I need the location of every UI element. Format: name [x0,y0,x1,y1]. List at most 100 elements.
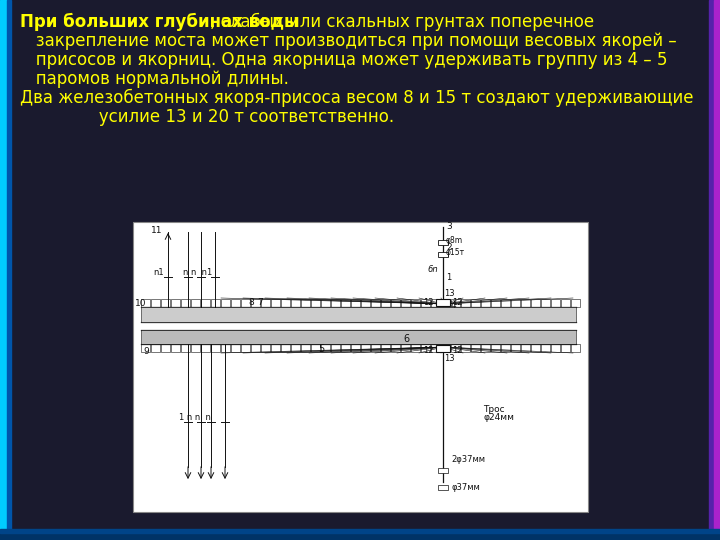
Bar [441,299,450,307]
Bar [381,344,390,352]
Bar [0,529,720,533]
Bar [311,299,320,307]
Text: закрепление моста может производиться при помощи весовых якорей –: закрепление моста может производиться пр… [20,32,677,50]
Bar [714,0,720,540]
Bar [201,299,210,307]
Text: присосов и якорниц. Одна якорница может удерживать группу из 4 – 5: присосов и якорниц. Одна якорница может … [20,51,667,69]
Bar [251,299,260,307]
Text: 6n: 6n [427,265,438,274]
Bar [141,330,576,344]
Bar [551,299,560,307]
Bar [0,0,7,540]
Bar [438,252,448,257]
Bar [521,299,530,307]
Bar [291,344,300,352]
Bar [481,299,490,307]
Bar [171,344,180,352]
Bar [561,299,570,307]
Text: 5: 5 [318,344,324,354]
Text: 10: 10 [135,299,146,308]
Text: 13: 13 [444,354,454,363]
Text: Трос: Трос [483,405,505,414]
Bar [541,344,550,352]
Text: 11: 11 [151,226,163,235]
Text: 12: 12 [423,346,433,355]
Text: 12: 12 [452,298,462,307]
Bar [371,344,380,352]
Bar [481,344,490,352]
Bar [451,299,460,307]
Bar [461,299,470,307]
Bar [441,344,450,352]
Text: 4: 4 [451,301,456,310]
Text: φ37мм: φ37мм [451,483,480,492]
Bar [7,0,11,540]
Text: усилие 13 и 20 т соответственно.: усилие 13 и 20 т соответственно. [20,108,394,126]
Bar [191,299,200,307]
Bar [401,344,410,352]
Text: 7: 7 [257,298,263,307]
Bar [411,299,420,307]
Bar [361,299,370,307]
Text: 2: 2 [446,243,451,252]
Bar [438,485,448,490]
Text: n1: n1 [153,268,163,277]
Text: 6: 6 [403,334,409,344]
Text: n n  n1: n n n1 [183,268,212,277]
Bar [211,344,220,352]
Bar [151,299,160,307]
Bar [571,299,580,307]
Bar [541,299,550,307]
Text: Два железобетонных якоря-присоса весом 8 и 15 т создают удерживающие: Два железобетонных якоря-присоса весом 8… [20,89,693,107]
Bar [351,344,360,352]
Bar [371,299,380,307]
Bar [438,468,448,473]
Bar [0,533,720,540]
Bar [171,299,180,307]
Bar [451,344,460,352]
Text: 2φ37мм: 2φ37мм [451,455,485,464]
Bar [511,344,520,352]
Bar [271,344,280,352]
Bar [501,344,510,352]
Text: φ24мм: φ24мм [483,413,514,422]
Bar [331,344,340,352]
Bar [151,344,160,352]
Bar [511,299,520,307]
Text: 8: 8 [248,298,253,307]
Text: 13: 13 [444,289,454,298]
Bar [561,344,570,352]
Bar [281,299,290,307]
Bar [191,344,200,352]
Bar [161,344,170,352]
Bar [501,299,510,307]
Bar [241,299,250,307]
Bar [431,344,440,352]
Bar [436,345,450,352]
Bar [231,299,240,307]
Bar [141,299,150,307]
Bar [351,299,360,307]
Bar [411,344,420,352]
Bar [231,344,240,352]
Bar [571,344,580,352]
Text: , слабых или скальных грунтах поперечное: , слабых или скальных грунтах поперечное [210,13,594,31]
Bar [551,344,560,352]
Bar [341,299,350,307]
Bar [381,299,390,307]
Bar [261,344,270,352]
Bar [321,299,330,307]
Bar [261,299,270,307]
Bar [221,299,230,307]
Bar [291,299,300,307]
Text: 9: 9 [143,347,149,356]
Bar [401,299,410,307]
Text: При больших глубинах воды: При больших глубинах воды [20,13,299,31]
Bar [391,344,400,352]
Bar [133,222,588,512]
Bar [461,344,470,352]
Text: 12: 12 [423,298,433,307]
Bar [141,344,150,352]
Bar [491,299,500,307]
Bar [141,307,576,322]
